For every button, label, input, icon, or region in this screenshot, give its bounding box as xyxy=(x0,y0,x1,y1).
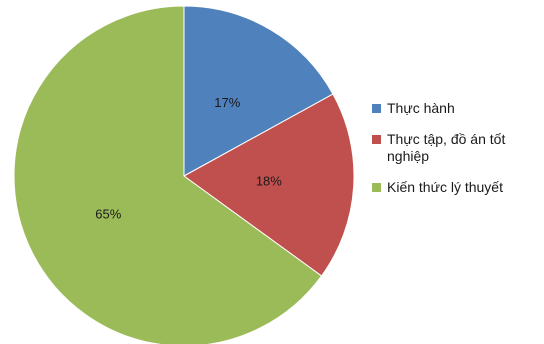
pie-data-label: 18% xyxy=(256,173,282,188)
pie-data-labels: 17% 18% 65% xyxy=(95,95,282,222)
legend-swatch xyxy=(372,135,381,144)
pie-data-label: 65% xyxy=(95,207,121,222)
legend-label: Kiến thức lý thuyết xyxy=(387,179,503,195)
pie-data-label: 17% xyxy=(214,95,240,110)
legend-swatch xyxy=(372,104,381,113)
pie-slice xyxy=(183,93,355,277)
pie-slices xyxy=(13,5,355,344)
legend-item-kien-thuc: Kiến thức lý thuyết xyxy=(372,179,542,196)
legend: Thực hành Thực tập, đồ án tốt nghiệp Kiế… xyxy=(372,100,542,210)
legend-item-thuc-tap: Thực tập, đồ án tốt nghiệp xyxy=(372,131,542,165)
legend-swatch xyxy=(372,183,381,192)
pie-slice xyxy=(183,5,334,177)
legend-label: Thực hành xyxy=(387,100,455,116)
pie-slice xyxy=(13,5,323,344)
legend-item-thuc-hanh: Thực hành xyxy=(372,100,542,117)
legend-label: Thực tập, đồ án tốt nghiệp xyxy=(387,131,506,164)
